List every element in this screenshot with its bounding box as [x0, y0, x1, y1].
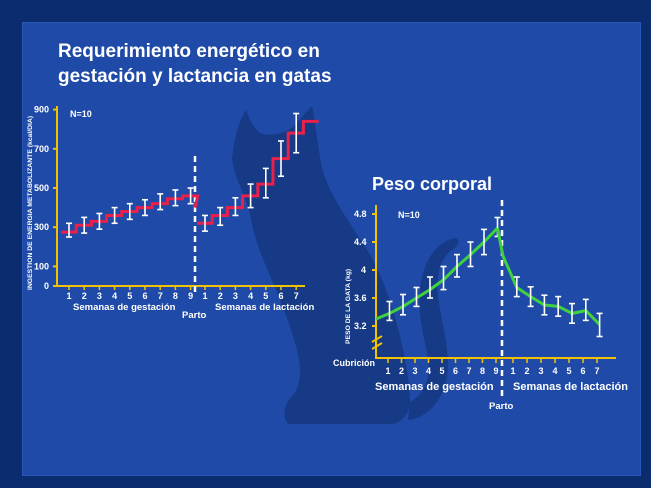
weight-errorbar	[541, 294, 548, 316]
energy-errorbar	[126, 202, 133, 221]
energy-xtick-label: 4	[248, 291, 253, 301]
energy-xtick-label: 3	[97, 291, 102, 301]
energy-errorbar	[66, 222, 72, 238]
energy-group-gestacion: Semanas de gestación	[73, 302, 176, 313]
weight-errorbar	[569, 302, 575, 325]
weight-series-gestacion	[375, 226, 499, 321]
weight-ytick-label: 4	[361, 265, 366, 275]
energy-xtick-label: 1	[67, 291, 72, 301]
weight-xtick-label: 1	[386, 366, 391, 376]
energy-n-label: N=10	[70, 109, 92, 119]
energy-chart: INGESTION DE ENERGIA METABOLIZANTE (kcal…	[27, 105, 319, 321]
weight-xtick-label: 2	[525, 366, 530, 376]
weight-ytick-label: 4.8	[354, 209, 367, 219]
weight-ytick-label: 3.6	[354, 293, 367, 303]
energy-xtick-label: 8	[173, 291, 178, 301]
weight-ylabel: PESO DE LA GATA (kg)	[345, 269, 352, 344]
weight-xtick-label: 5	[440, 366, 445, 376]
weight-errorbar	[596, 312, 603, 338]
weight-errorbar	[400, 293, 406, 316]
weight-series-lactacion	[496, 227, 601, 326]
energy-errorbar	[172, 189, 179, 207]
energy-xtick-label: 2	[218, 291, 223, 301]
weight-xtick-label: 7	[467, 366, 472, 376]
energy-errorbar	[247, 183, 254, 209]
weight-xtick-label: 6	[581, 366, 586, 376]
weight-xtick-label: 2	[399, 366, 404, 376]
energy-errorbar	[217, 206, 224, 227]
energy-errorbar	[157, 193, 164, 211]
energy-ytick-label: 0	[44, 281, 49, 291]
cat-tail-icon	[408, 238, 459, 420]
weight-parto-label: Parto	[489, 401, 513, 412]
weight-errorbar	[454, 253, 460, 278]
energy-xtick-label: 1	[203, 291, 208, 301]
weight-errorbar	[555, 295, 562, 318]
weight-xtick-label: 9	[494, 366, 499, 376]
energy-ytick-label: 100	[34, 261, 49, 271]
weight-xtick-label: 6	[453, 366, 458, 376]
weight-ytick-label: 3.2	[354, 321, 367, 331]
weight-errorbar	[513, 276, 520, 298]
weight-errorbar	[386, 300, 393, 322]
energy-errorbar	[293, 112, 300, 154]
weight-xtick-label: 4	[553, 366, 558, 376]
weight-xtick-label: 4	[426, 366, 431, 376]
weight-chart: Peso corporal N=10 PESO DE LA GATA (kg) …	[333, 174, 628, 412]
energy-errorbar	[262, 167, 269, 199]
weight-errorbar	[527, 285, 534, 308]
energy-errorbar	[278, 140, 284, 178]
cat-silhouette-icon	[232, 106, 410, 424]
energy-xtick-label: 9	[188, 291, 193, 301]
energy-errorbar	[232, 197, 239, 217]
energy-group-lactacion: Semanas de lactación	[215, 302, 314, 313]
weight-errorbar	[427, 276, 433, 299]
energy-series-gestacion	[61, 194, 200, 234]
energy-xtick-label: 6	[279, 291, 284, 301]
energy-errorbar	[81, 216, 88, 234]
weight-group-lactacion: Semanas de lactación	[513, 381, 628, 393]
weight-axis-break	[371, 335, 383, 343]
energy-xtick-label: 5	[263, 291, 268, 301]
slide-title-line1: Requerimiento energético en	[58, 41, 320, 62]
weight-ytick-label: 4.4	[354, 237, 367, 247]
weight-xtick-label: 1	[511, 366, 516, 376]
energy-xtick-label: 7	[294, 291, 299, 301]
weight-xtick-label: 3	[413, 366, 418, 376]
energy-ytick-label: 700	[34, 144, 49, 154]
weight-start-label: Cubrición	[333, 358, 375, 368]
weight-errorbar	[582, 298, 589, 322]
energy-xtick-label: 4	[112, 291, 117, 301]
weight-group-gestacion: Semanas de gestación	[375, 381, 494, 393]
weight-n-label: N=10	[398, 210, 420, 220]
energy-xtick-label: 3	[233, 291, 238, 301]
weight-errorbar	[481, 228, 487, 256]
weight-title: Peso corporal	[372, 174, 492, 194]
energy-ytick-label: 900	[34, 105, 49, 115]
weight-xtick-label: 5	[567, 366, 572, 376]
energy-xtick-label: 2	[82, 291, 87, 301]
energy-errorbar	[187, 187, 194, 205]
weight-errorbar	[440, 265, 447, 291]
weight-xtick-label: 7	[595, 366, 600, 376]
energy-xtick-label: 7	[158, 291, 163, 301]
energy-errorbar	[111, 206, 118, 225]
energy-errorbar	[202, 214, 208, 232]
weight-errorbar	[467, 241, 474, 268]
energy-ytick-label: 500	[34, 183, 49, 193]
energy-parto-label: Parto	[182, 310, 206, 321]
weight-xtick-label: 8	[480, 366, 485, 376]
weight-errorbar	[413, 286, 420, 308]
slide-title-line2: gestación y lactancia en gatas	[58, 66, 332, 87]
energy-xtick-label: 6	[143, 291, 148, 301]
energy-ylabel: INGESTION DE ENERGIA METABOLIZANTE (kcal…	[27, 116, 34, 290]
energy-xtick-label: 5	[127, 291, 132, 301]
energy-errorbar	[96, 212, 103, 230]
energy-errorbar	[142, 198, 148, 217]
weight-xtick-label: 3	[539, 366, 544, 376]
weight-axis-break2	[371, 342, 383, 350]
energy-ytick-label: 300	[34, 222, 49, 232]
